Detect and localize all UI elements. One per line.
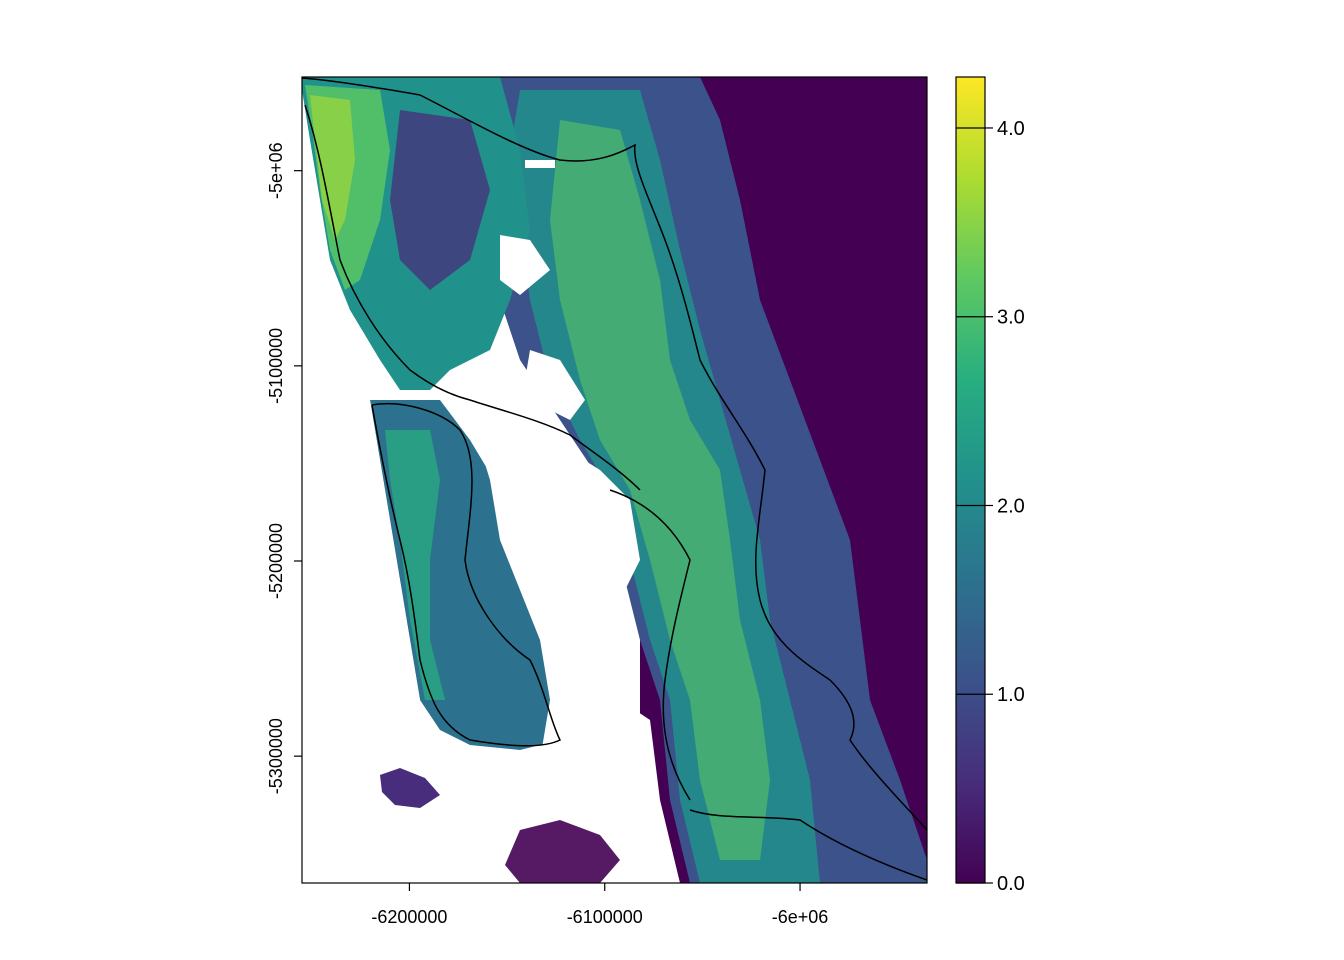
- y-tick-label: -5100000: [266, 328, 286, 404]
- bay-void: [470, 415, 680, 883]
- small-island: [380, 768, 440, 808]
- colorbar-tick-label: 1.0: [997, 684, 1025, 706]
- inland-void-1: [500, 235, 550, 295]
- y-tick-label: -5200000: [266, 523, 286, 599]
- coastline-peninsula: [371, 403, 562, 747]
- coastline-south: [689, 809, 927, 881]
- coastline-west: [304, 104, 641, 491]
- x-axis: -6200000 -6100000 -6e+06: [371, 883, 828, 927]
- north-peninsula-dark: [390, 110, 490, 290]
- west-void: [302, 300, 380, 400]
- x-tick-label: -6200000: [371, 907, 447, 927]
- y-tick-label: -5300000: [266, 718, 286, 794]
- east-mainland-bright: [550, 120, 770, 860]
- colorbar-tick-label: 3.0: [997, 307, 1025, 329]
- north-peninsula-yellow: [310, 95, 355, 240]
- x-tick-label: -6e+06: [772, 907, 829, 927]
- raster-map: [302, 77, 927, 883]
- south-patch: [505, 820, 620, 883]
- west-void-2: [302, 400, 430, 740]
- colorbar-tick-label: 0.0: [997, 873, 1025, 895]
- y-tick-label: -5e+06: [266, 142, 286, 199]
- plot-frame: [301, 76, 928, 884]
- x-tick-label: -6100000: [567, 907, 643, 927]
- coastline-bay-east: [609, 489, 691, 801]
- colorbar-tick-label: 2.0: [997, 495, 1025, 517]
- coastline-north: [302, 77, 927, 831]
- inland-void-2: [525, 350, 585, 420]
- y-axis: -5e+06 -5100000 -5200000 -5300000: [266, 142, 302, 794]
- colorbar: 0.0 1.0 2.0 3.0 4.0: [955, 76, 1025, 895]
- inland-void-3: [525, 160, 555, 168]
- colorbar-gradient: [955, 76, 986, 884]
- south-west-peninsula-light: [385, 430, 445, 700]
- colorbar-tick-label: 4.0: [997, 118, 1025, 140]
